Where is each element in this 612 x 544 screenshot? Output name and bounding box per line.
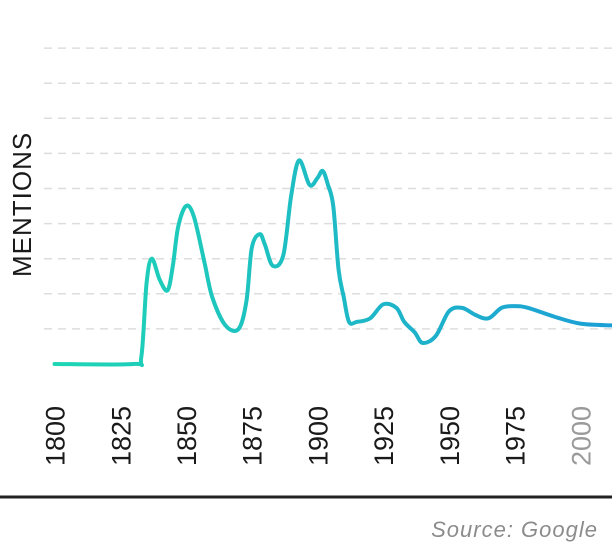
x-tick-label: 1850 (172, 406, 202, 466)
x-tick-label: 1975 (501, 406, 531, 466)
x-tick-label: 1925 (369, 406, 399, 466)
x-tick-label: 1950 (435, 406, 465, 466)
x-tick-labels: 1800 1825 1850 1875 1900 1925 1950 1975 2000 (41, 406, 597, 466)
x-tick-label: 1800 (41, 406, 71, 466)
x-tick-label: 1900 (303, 406, 333, 466)
y-axis-title: MENTIONS (7, 132, 37, 277)
source-note: Source: Google (431, 517, 598, 542)
x-tick-label: 1825 (106, 406, 136, 466)
series-lines (52, 158, 612, 368)
x-tick-label: 1875 (238, 406, 268, 466)
series-line-0 (52, 158, 612, 368)
x-tick-label: 2000 (566, 406, 596, 466)
